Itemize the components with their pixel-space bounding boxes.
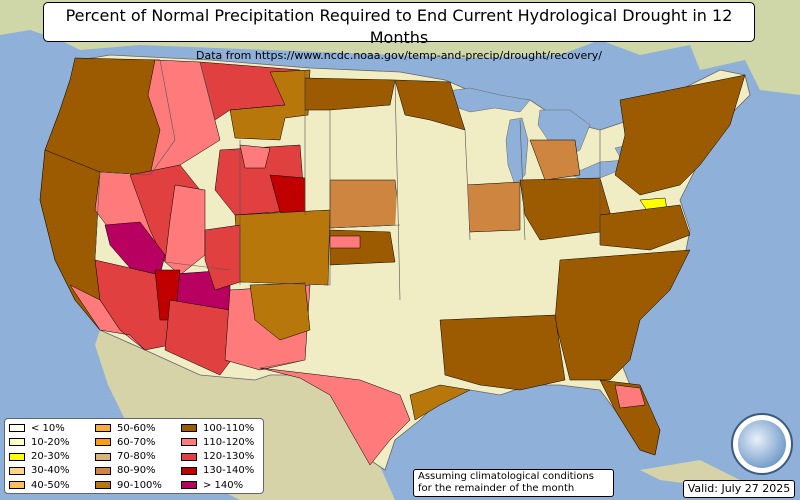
legend-swatch <box>95 481 111 490</box>
legend-label: 30-40% <box>31 465 70 477</box>
legend-label: 20-30% <box>31 451 70 463</box>
state-borders <box>94 59 601 369</box>
legend-label: 100-110% <box>203 422 255 434</box>
legend-swatch <box>181 438 197 447</box>
legend-item: > 140% <box>181 479 254 491</box>
region-interior-light <box>395 130 470 300</box>
region-newmexico-red <box>204 224 241 291</box>
title-box: Percent of Normal Precipitation Required… <box>43 2 755 62</box>
region-texas-pink <box>259 367 411 466</box>
legend-swatch <box>181 452 197 461</box>
region-nebraska-brown <box>329 179 401 229</box>
legend-label: < 10% <box>31 422 65 434</box>
legend: < 10% 10-20% 20-30% 30-40% 40-50% 50-60%… <box>4 418 264 494</box>
assumption-note: Assuming climatological conditions for t… <box>413 469 614 497</box>
legend-col-3: 100-110% 110-120% 120-130% 130-140% > 14… <box>181 422 254 493</box>
legend-swatch <box>95 438 111 447</box>
legend-swatch <box>9 452 25 461</box>
map-subtitle: Data from https://www.ncdc.noaa.gov/temp… <box>196 49 602 62</box>
legend-item: 60-70% <box>95 436 162 448</box>
region-iowa-brown <box>394 79 466 131</box>
region-florida-brown <box>599 379 661 456</box>
legend-swatch <box>95 466 111 475</box>
legend-label: 50-60% <box>117 422 156 434</box>
legend-item: 50-60% <box>95 422 162 434</box>
region-newmexico-brown <box>249 282 311 341</box>
region-ohio-brown <box>519 177 616 241</box>
legend-label: 130-140% <box>203 465 255 477</box>
legend-col-1: < 10% 10-20% 20-30% 30-40% 40-50% <box>9 422 70 493</box>
legend-label: 10-20% <box>31 436 70 448</box>
region-southeast-brown <box>554 249 691 381</box>
legend-label: 90-100% <box>117 479 162 491</box>
region-midwest-orange <box>464 181 521 233</box>
legend-col-2: 50-60% 60-70% 70-80% 80-90% 90-100% <box>95 422 162 493</box>
legend-label: 110-120% <box>203 436 255 448</box>
legend-label: 40-50% <box>31 479 70 491</box>
legend-item: 80-90% <box>95 465 162 477</box>
legend-swatch <box>181 481 197 490</box>
legend-item: 40-50% <box>9 479 70 491</box>
legend-label: 70-80% <box>117 451 156 463</box>
legend-swatch <box>95 424 111 432</box>
region-arizona-red <box>164 299 236 376</box>
legend-swatch <box>95 452 111 461</box>
legend-item: 10-20% <box>9 436 70 448</box>
note-line-1: Assuming climatological conditions <box>418 471 594 482</box>
nexlab-logo <box>731 413 793 475</box>
legend-swatch <box>9 481 25 490</box>
region-wyoming-pink <box>239 144 271 169</box>
legend-swatch <box>181 466 197 475</box>
region-texas-brown <box>409 384 471 421</box>
globe-icon <box>738 420 786 468</box>
legend-item: 100-110% <box>181 422 254 434</box>
legend-swatch <box>9 438 25 447</box>
legend-item: 70-80% <box>95 451 162 463</box>
legend-label: 60-70% <box>117 436 156 448</box>
legend-item: 20-30% <box>9 451 70 463</box>
region-florida-pink <box>614 384 646 409</box>
legend-item: 30-40% <box>9 465 70 477</box>
region-gulf-brown <box>439 314 566 391</box>
region-northeast-brown <box>614 74 746 196</box>
legend-item: < 10% <box>9 422 70 434</box>
valid-date: Valid: July 27 2025 <box>683 480 795 498</box>
legend-item: 130-140% <box>181 465 254 477</box>
legend-label: 80-90% <box>117 465 156 477</box>
legend-label: > 140% <box>203 479 244 491</box>
legend-item: 90-100% <box>95 479 162 491</box>
map-title: Percent of Normal Precipitation Required… <box>65 6 733 47</box>
legend-item: 110-120% <box>181 436 254 448</box>
legend-swatch <box>9 424 25 432</box>
region-dakota-brown <box>304 77 396 111</box>
region-kansas-pink <box>329 235 361 249</box>
region-socal-pink <box>69 284 146 351</box>
region-colorado-brown <box>234 209 331 286</box>
legend-label: 120-130% <box>203 451 255 463</box>
legend-item: 120-130% <box>181 451 254 463</box>
legend-swatch <box>181 424 197 432</box>
legend-swatch <box>9 466 25 475</box>
note-line-2: for the remainder of the month <box>418 483 575 494</box>
region-michigan-brown <box>529 139 581 181</box>
